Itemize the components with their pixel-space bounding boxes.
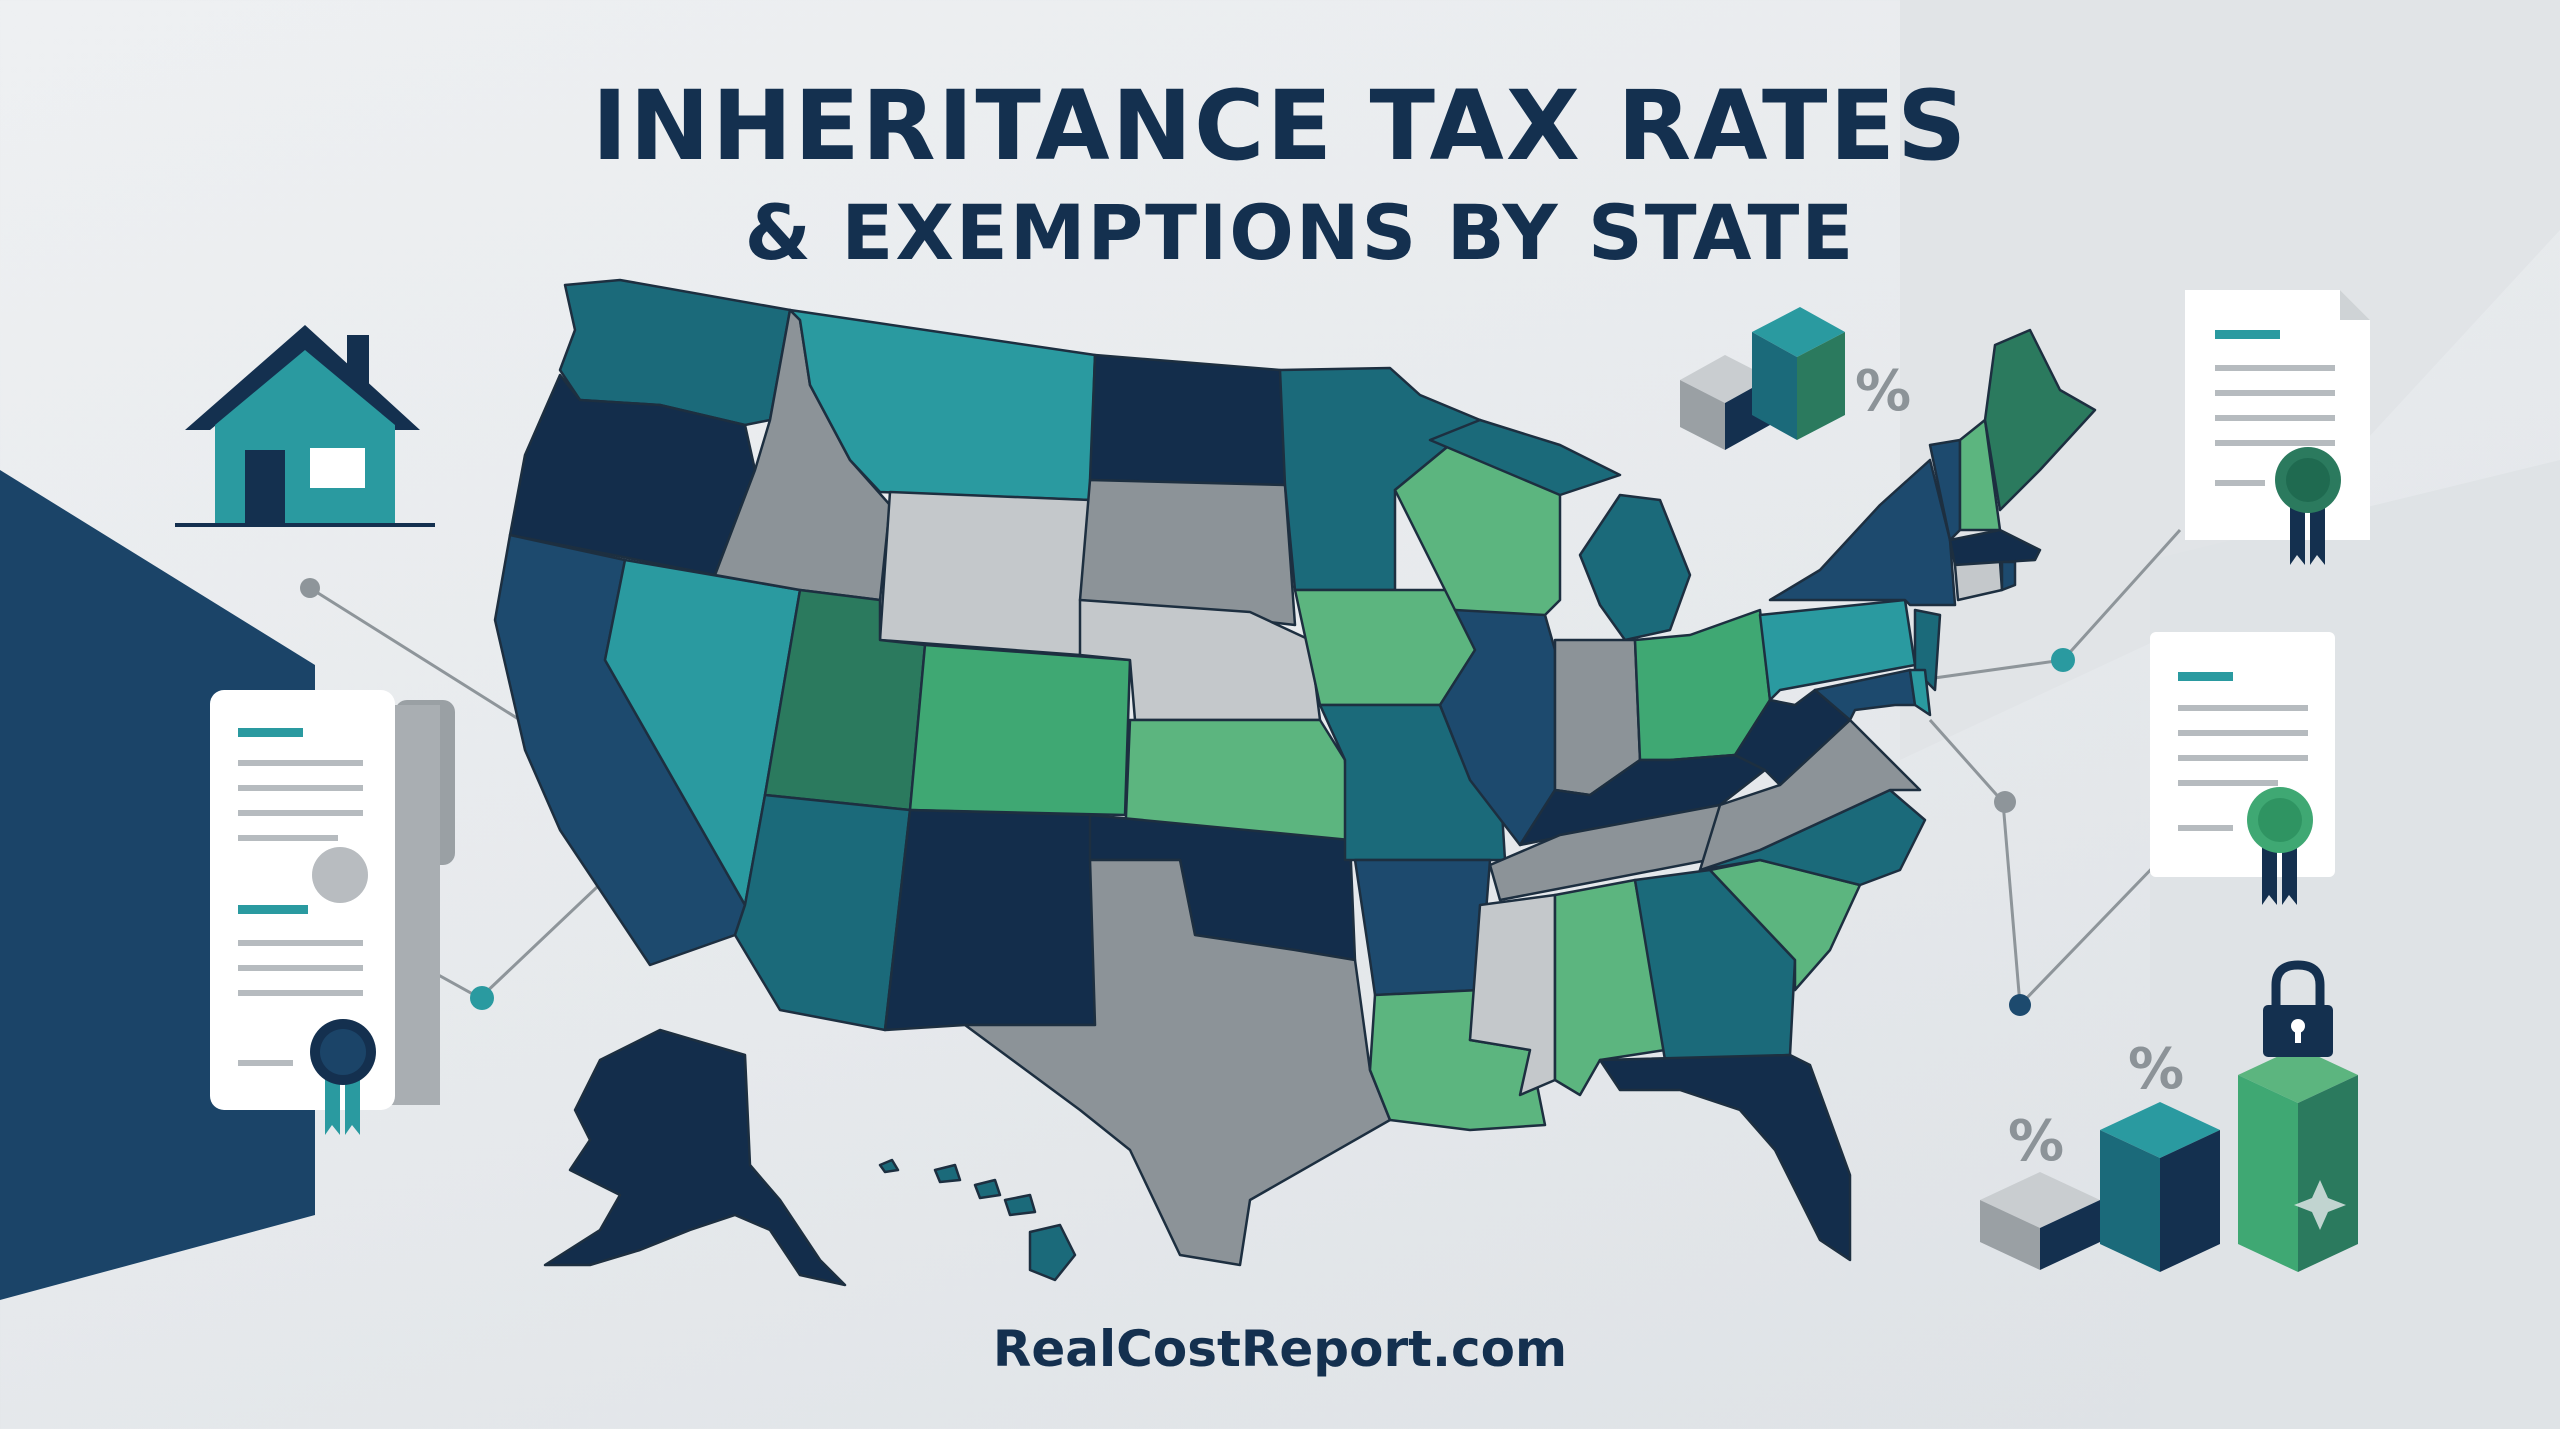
percent-sign-icon-bottom-left: % (2008, 1109, 2064, 1174)
certificate-icon-left (210, 690, 455, 1110)
percent-sign-icon-bottom-right: % (2128, 1037, 2184, 1102)
award-ribbon-icon-right-top (2275, 447, 2341, 565)
state-georgia (1633, 868, 1797, 1062)
state-pennsylvania (1758, 598, 1917, 702)
state-rhode-island (2000, 560, 2017, 592)
padlock-icon (2263, 960, 2333, 1057)
page-title-line-2: & EXEMPTIONS BY STATE (744, 188, 1856, 277)
3d-bar-blocks-icon-bottom (1980, 1047, 2358, 1272)
house-icon (175, 325, 435, 527)
state-wyoming (878, 490, 1092, 657)
footer-site-name[interactable]: RealCostReport.com (992, 1320, 1568, 1378)
award-ribbon-icon-left (310, 1019, 376, 1135)
state-hawaii (878, 1158, 1077, 1282)
state-michigan-upper (1428, 418, 1622, 497)
state-arkansas (1353, 858, 1492, 997)
state-colorado (908, 643, 1132, 817)
state-maine (1983, 328, 2097, 512)
state-texas (963, 858, 1392, 1267)
page-title-line-1: INHERITANCE TAX RATES (591, 70, 1969, 182)
state-south-dakota (1078, 478, 1297, 627)
state-iowa (1293, 588, 1477, 707)
state-michigan (1578, 493, 1692, 642)
3d-bar-blocks-icon-top (1680, 307, 1845, 450)
percent-sign-icon-top: % (1855, 359, 1911, 424)
state-north-dakota (1088, 353, 1287, 487)
sparkle-icon (2294, 1180, 2346, 1230)
state-arizona (733, 793, 912, 1032)
state-alaska (543, 1028, 847, 1287)
state-new-mexico (883, 808, 1097, 1032)
state-florida (1598, 1053, 1852, 1262)
state-new-york (1768, 458, 1957, 607)
certificate-icon-right-top (2185, 290, 2370, 540)
certificate-icon-right-middle (2150, 632, 2335, 877)
connector-dots (300, 578, 2075, 1016)
state-massachusetts (1948, 528, 2042, 567)
award-ribbon-icon-right-middle (2247, 787, 2313, 905)
state-delaware (1908, 668, 1932, 717)
us-state-map (493, 278, 2097, 1287)
